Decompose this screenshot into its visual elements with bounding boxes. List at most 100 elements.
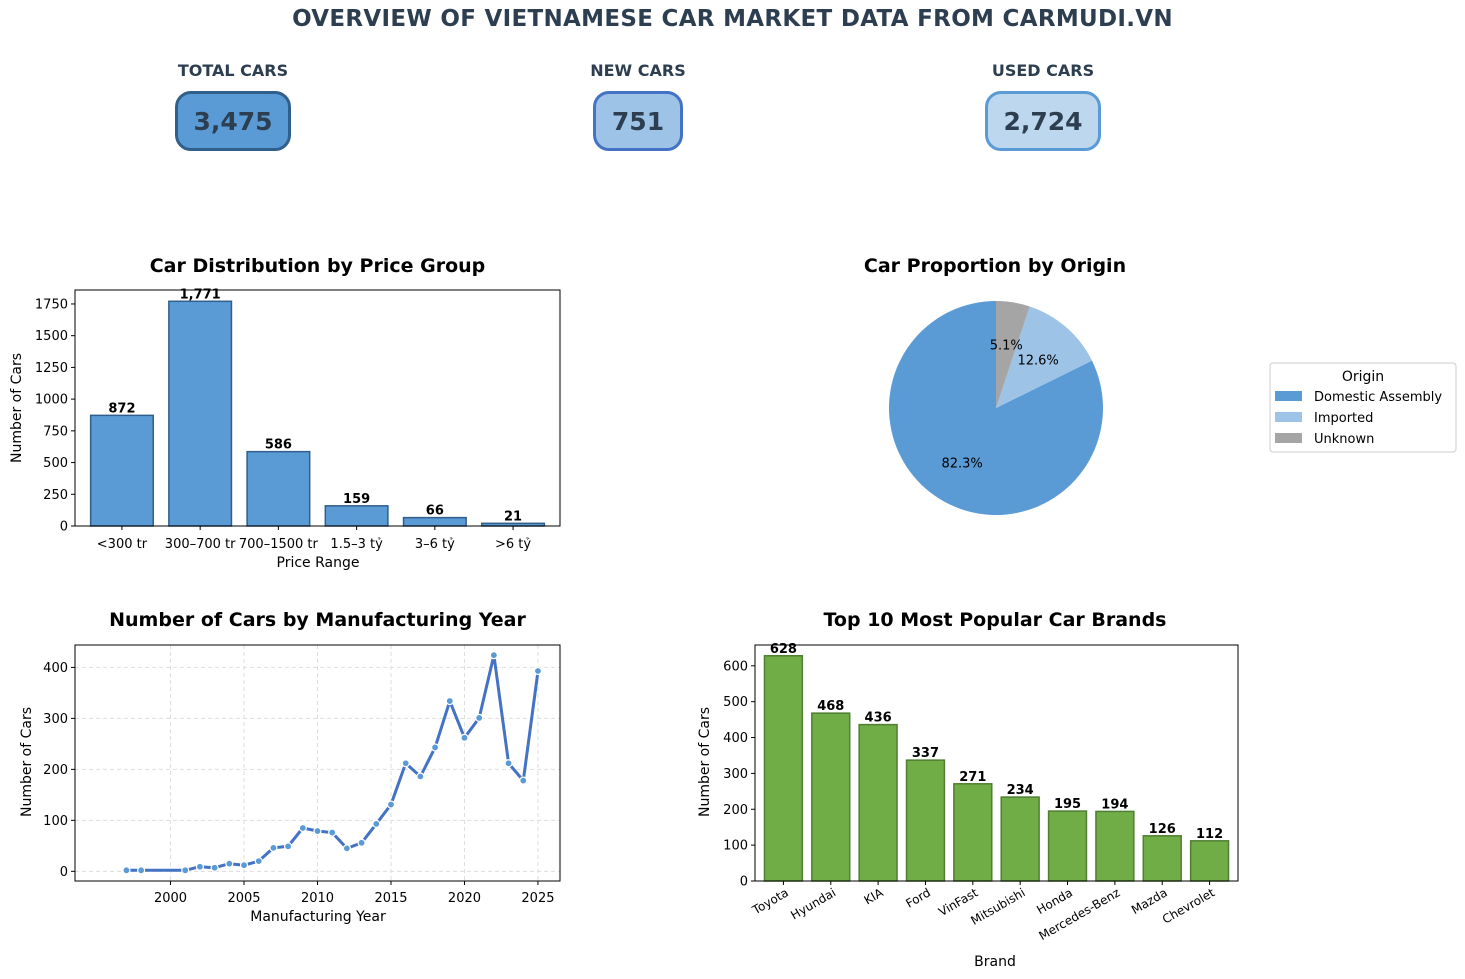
- y-tick-label: 0: [60, 865, 68, 880]
- y-tick-label: 100: [723, 839, 748, 854]
- data-point: [445, 696, 454, 706]
- data-point: [225, 859, 234, 868]
- y-tick-label: 200: [723, 803, 748, 818]
- dashboard-title: OVERVIEW OF VIETNAMESE CAR MARKET DATA F…: [292, 6, 1173, 32]
- pie-slice: [996, 301, 1030, 408]
- data-point: [519, 776, 528, 785]
- x-tick-label: 2020: [448, 891, 481, 906]
- data-point: [372, 819, 381, 829]
- bar-value-label: 586: [265, 438, 292, 453]
- bar: [905, 759, 946, 882]
- bar: [402, 516, 467, 527]
- data-point: [181, 866, 190, 875]
- bar-value-label: 159: [343, 492, 370, 507]
- year-y-axis-label: Number of Cars: [19, 707, 35, 817]
- bar-value-label: 337: [912, 746, 939, 761]
- bar: [168, 300, 233, 527]
- data-point: [328, 828, 337, 837]
- legend-swatch: [1275, 391, 1302, 401]
- x-tick-label: 300–700 tr: [165, 537, 236, 552]
- data-point: [460, 733, 469, 742]
- brand-y-axis-label: Number of Cars: [697, 707, 713, 817]
- y-tick-label: 200: [43, 763, 68, 778]
- year-chart-title: Number of Cars by Manufacturing Year: [109, 609, 526, 631]
- y-tick-label: 400: [43, 661, 68, 676]
- data-point: [401, 759, 410, 768]
- data-point: [122, 866, 131, 875]
- x-tick-label: 1.5–3 tỷ: [330, 537, 383, 552]
- bar: [858, 723, 898, 882]
- plot-frame: [74, 289, 561, 527]
- y-tick-label: 500: [43, 456, 68, 471]
- bar: [1189, 840, 1230, 882]
- bar-value-label: 1,771: [180, 287, 221, 302]
- kpi-total-label: TOTAL CARS: [177, 61, 289, 80]
- bar-value-label: 271: [959, 770, 986, 785]
- bar-value-label: 194: [1101, 797, 1128, 812]
- bar: [811, 712, 851, 882]
- kpi-used-value: 2,724: [985, 91, 1101, 151]
- data-point: [210, 863, 219, 872]
- bar-value-label: 872: [108, 401, 135, 416]
- y-tick-label: 600: [723, 659, 748, 674]
- x-tick-label: 2000: [154, 891, 187, 906]
- x-tick-label: 2010: [301, 891, 334, 906]
- pie-pct-label: 82.3%: [941, 457, 982, 472]
- x-tick-label: Mercedes-Benz: [1037, 885, 1123, 943]
- legend-frame: [1269, 362, 1457, 453]
- x-tick-label: >6 tỷ: [495, 537, 531, 552]
- price-chart-title: Car Distribution by Price Group: [149, 255, 486, 277]
- x-tick-label: Ford: [903, 885, 933, 910]
- data-point: [269, 843, 278, 852]
- data-point: [298, 823, 307, 833]
- data-point: [137, 866, 146, 875]
- x-tick-label: Mitsubishi: [968, 885, 1027, 927]
- bar-value-label: 21: [504, 509, 522, 524]
- pie-pct-label: 12.6%: [1017, 354, 1058, 369]
- bar-value-label: 436: [865, 711, 892, 726]
- year-series-line: [126, 653, 540, 872]
- data-point: [342, 844, 351, 853]
- data-point: [195, 862, 205, 871]
- bar-value-label: 66: [426, 504, 444, 519]
- x-tick-label: Hyundai: [788, 885, 838, 922]
- kpi-used-label: USED CARS: [991, 61, 1095, 80]
- brand-chart-title: Top 10 Most Popular Car Brands: [823, 609, 1167, 631]
- x-tick-label: 3–6 tỷ: [415, 537, 455, 552]
- y-tick-label: 300: [43, 712, 68, 727]
- x-tick-label: <300 tr: [97, 537, 148, 552]
- data-point: [239, 861, 249, 870]
- pie-pct-label: 5.1%: [990, 339, 1023, 354]
- y-tick-label: 750: [43, 424, 68, 439]
- kpi-total-value: 3,475: [175, 91, 291, 151]
- y-tick-label: 0: [60, 520, 68, 535]
- plot-frame: [74, 644, 561, 882]
- x-tick-label: 2025: [521, 891, 554, 906]
- y-tick-label: 400: [723, 731, 748, 746]
- legend-title: Origin: [1342, 369, 1384, 385]
- origin-pie-chart: 82.3% 12.6%5.1% Origin Domestic Assembly I…: [889, 301, 1457, 515]
- bar: [324, 505, 389, 527]
- data-point: [489, 651, 498, 660]
- data-point: [416, 772, 425, 781]
- legend-label: Unknown: [1314, 432, 1374, 447]
- bar-value-label: 126: [1149, 822, 1176, 837]
- year-x-axis-label: Manufacturing Year: [250, 909, 386, 925]
- data-point: [357, 838, 366, 847]
- x-tick-label: Toyota: [749, 885, 791, 917]
- plot-frame: [754, 644, 1239, 882]
- bar: [89, 414, 154, 527]
- y-tick-label: 1250: [35, 361, 68, 376]
- y-tick-label: 1750: [35, 297, 68, 312]
- legend-label: Domestic Assembly: [1314, 390, 1442, 405]
- data-point: [475, 713, 484, 722]
- bar: [763, 655, 804, 882]
- y-tick-label: 1000: [35, 393, 68, 408]
- bar-value-label: 112: [1196, 827, 1223, 842]
- data-point: [533, 666, 543, 676]
- x-tick-label: 2005: [227, 891, 260, 906]
- y-tick-label: 0: [740, 875, 748, 890]
- data-point: [284, 842, 293, 851]
- bar: [1047, 810, 1088, 882]
- bar-value-label: 468: [817, 699, 844, 714]
